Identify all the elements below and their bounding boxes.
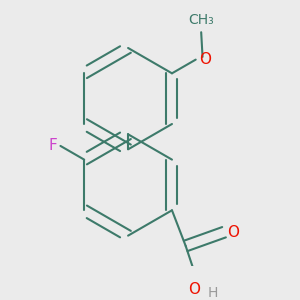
Text: O: O bbox=[227, 225, 239, 240]
Text: O: O bbox=[199, 52, 211, 67]
Text: O: O bbox=[188, 281, 200, 296]
Text: F: F bbox=[48, 138, 57, 153]
Text: CH₃: CH₃ bbox=[188, 13, 214, 27]
Text: H: H bbox=[208, 286, 218, 300]
